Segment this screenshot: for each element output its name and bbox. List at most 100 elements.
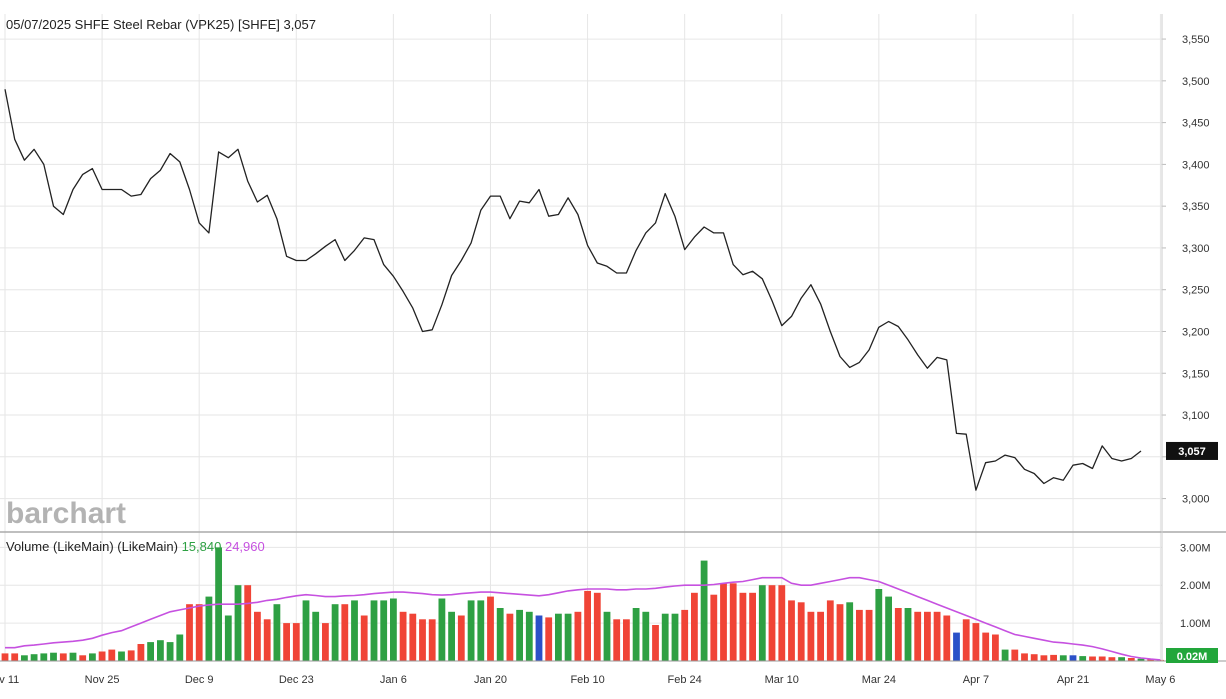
price-line[interactable] [4, 89, 1142, 491]
volume-bar[interactable] [1030, 654, 1038, 661]
volume-bar[interactable] [40, 653, 48, 661]
volume-bar[interactable] [1021, 653, 1028, 661]
volume-bar[interactable] [312, 611, 320, 661]
volume-bar[interactable] [1069, 655, 1077, 661]
volume-bar[interactable] [865, 609, 873, 661]
volume-bar[interactable] [574, 611, 582, 661]
volume-bar[interactable] [749, 592, 756, 661]
volume-bar[interactable] [826, 600, 834, 661]
volume-bar[interactable] [914, 611, 922, 661]
volume-bar[interactable] [302, 600, 310, 661]
volume-bar[interactable] [661, 613, 669, 661]
volume-bar[interactable] [797, 602, 805, 661]
volume-bar[interactable] [118, 651, 125, 662]
volume-bar[interactable] [351, 600, 358, 661]
volume-bar[interactable] [758, 585, 766, 661]
volume-bar[interactable] [108, 649, 116, 661]
volume-bar[interactable] [322, 623, 329, 661]
volume-bar[interactable] [263, 619, 271, 661]
volume-bar[interactable] [933, 611, 941, 661]
volume-bar[interactable] [59, 653, 67, 661]
volume-bar[interactable] [982, 632, 990, 661]
volume-bar[interactable] [691, 592, 698, 661]
volume-bar[interactable] [894, 608, 902, 661]
volume-bar[interactable] [652, 625, 659, 661]
volume-bar[interactable] [331, 604, 339, 661]
volume-bar[interactable] [1108, 657, 1116, 661]
volume-bar[interactable] [768, 585, 776, 661]
volume-bar[interactable] [467, 600, 475, 661]
volume-bar[interactable] [186, 604, 193, 661]
volume-bar[interactable] [807, 611, 815, 661]
volume-bar[interactable] [623, 619, 630, 661]
volume-bar[interactable] [244, 585, 252, 661]
volume-bar[interactable] [875, 589, 883, 661]
volume-bar[interactable] [254, 611, 261, 661]
volume-bar[interactable] [419, 619, 426, 661]
volume-bar[interactable] [885, 596, 892, 661]
volume-bar[interactable] [739, 592, 747, 661]
volume-bar[interactable] [924, 611, 931, 661]
volume-bar[interactable] [506, 613, 514, 661]
volume-bar[interactable] [904, 608, 912, 661]
volume-bar[interactable] [292, 623, 300, 661]
volume-bar[interactable] [283, 623, 290, 661]
volume-bar[interactable] [1157, 659, 1164, 661]
volume-bar[interactable] [1040, 655, 1048, 661]
volume-bar[interactable] [1127, 658, 1135, 661]
volume-bar[interactable] [21, 655, 28, 661]
volume-bar[interactable] [11, 653, 19, 661]
volume-bar[interactable] [710, 594, 718, 661]
volume-bar[interactable] [720, 583, 727, 661]
volume-bar[interactable] [836, 604, 844, 661]
volume-plot[interactable] [1, 547, 1164, 662]
volume-bar[interactable] [593, 592, 601, 661]
volume-bar[interactable] [632, 608, 640, 661]
volume-bar[interactable] [545, 617, 553, 661]
volume-bar[interactable] [555, 613, 562, 661]
volume-bar[interactable] [166, 642, 174, 661]
volume-bar[interactable] [69, 652, 77, 661]
volume-bar[interactable] [1059, 655, 1067, 661]
volume-bar[interactable] [360, 615, 368, 662]
volume-bar[interactable] [817, 611, 824, 661]
volume-bar[interactable] [1079, 656, 1087, 661]
volume-bar[interactable] [390, 598, 397, 662]
volume-average-line[interactable] [5, 576, 1161, 661]
volume-bar[interactable] [448, 611, 455, 661]
volume-bar[interactable] [943, 615, 951, 662]
volume-bar[interactable] [856, 609, 863, 661]
volume-bar[interactable] [195, 604, 203, 661]
volume-bar[interactable] [399, 611, 407, 661]
volume-bar[interactable] [127, 650, 135, 661]
volume-bar[interactable] [1089, 656, 1096, 662]
volume-bar[interactable] [428, 619, 436, 661]
volume-bar[interactable] [438, 598, 446, 662]
volume-bar[interactable] [1011, 649, 1019, 661]
volume-bar[interactable] [205, 596, 213, 661]
volume-bar[interactable] [788, 600, 795, 661]
volume-bar[interactable] [613, 619, 621, 661]
volume-bar[interactable] [535, 615, 543, 662]
volume-bar[interactable] [1, 653, 9, 661]
volume-bar[interactable] [584, 590, 591, 661]
volume-bar[interactable] [1098, 656, 1106, 662]
volume-bar[interactable] [516, 609, 523, 661]
volume-bar[interactable] [477, 600, 485, 661]
volume-bar[interactable] [603, 611, 611, 661]
volume-bar[interactable] [137, 644, 145, 661]
volume-bar[interactable] [409, 613, 417, 661]
volume-bar[interactable] [992, 634, 999, 662]
volume-bar[interactable] [846, 602, 854, 661]
volume-bar[interactable] [1137, 658, 1145, 661]
volume-bar[interactable] [962, 619, 970, 661]
volume-bar[interactable] [147, 642, 154, 661]
volume-bar[interactable] [1050, 654, 1057, 661]
volume-bar[interactable] [273, 604, 281, 661]
volume-bar[interactable] [681, 609, 689, 661]
volume-bar[interactable] [671, 613, 679, 661]
volume-bar[interactable] [50, 652, 57, 661]
volume-bar[interactable] [234, 585, 242, 661]
volume-bar[interactable] [496, 608, 504, 661]
volume-bar[interactable] [341, 604, 349, 661]
